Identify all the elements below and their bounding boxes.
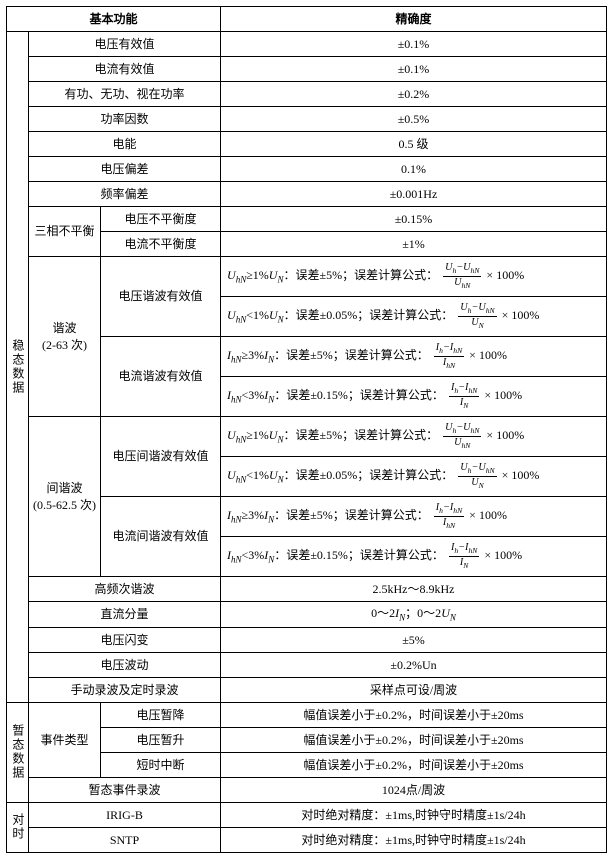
harm-i-high: IhN≥3%IN：误差±5%；误差计算公式： Ih−IhNIhN × 100%	[221, 337, 607, 377]
event-label: 事件类型	[29, 702, 101, 777]
interharm-label: 间谐波 (0.5-62.5 次)	[29, 417, 101, 577]
power-label: 有功、无功、视在功率	[29, 82, 221, 107]
irig-val: 对时绝对精度：±1ms,时钟守时精度±1s/24h	[221, 802, 607, 827]
sag-label: 电压暂降	[101, 702, 221, 727]
i-imbalance-label: 电流不平衡度	[101, 232, 221, 257]
fluct-label: 电压波动	[29, 652, 221, 677]
header-accuracy: 精确度	[221, 7, 607, 32]
intr-label: 短时中断	[101, 752, 221, 777]
vdev-label: 电压偏差	[29, 157, 221, 182]
hfharm-label: 高频次谐波	[29, 577, 221, 602]
sag-val: 幅值误差小于±0.2%，时间误差小于±20ms	[221, 702, 607, 727]
power-val: ±0.2%	[221, 82, 607, 107]
v-imbalance-label: 电压不平衡度	[101, 207, 221, 232]
imbalance-label: 三相不平衡	[29, 207, 101, 257]
interharm-v-high: UhN≥1%UN：误差±5%；误差计算公式： Uh−UhNUhN × 100%	[221, 417, 607, 457]
i-imbalance-val: ±1%	[221, 232, 607, 257]
flicker-val: ±5%	[221, 627, 607, 652]
energy-label: 电能	[29, 132, 221, 157]
harmonic-i-label: 电流谐波有效值	[101, 337, 221, 417]
harm-v-low: UhN<1%UN：误差±0.05%；误差计算公式： Uh−UhNUN × 100…	[221, 297, 607, 337]
interharm-i-high: IhN≥3%IN：误差±5%；误差计算公式： Ih−IhNIhN × 100%	[221, 497, 607, 537]
fluct-val: ±0.2%Un	[221, 652, 607, 677]
manrec-label: 手动录波及定时录波	[29, 677, 221, 702]
curr-rms-label: 电流有效值	[29, 57, 221, 82]
pf-val: ±0.5%	[221, 107, 607, 132]
interharm-v-low: UhN<1%UN：误差±0.05%；误差计算公式： Uh−UhNUN × 100…	[221, 457, 607, 497]
harm-v-high: UhN≥1%UN：误差±5%；误差计算公式： Uh−UhNUhN × 100%	[221, 257, 607, 297]
transrec-label: 暂态事件录波	[29, 777, 221, 802]
energy-val: 0.5 级	[221, 132, 607, 157]
volt-rms-val: ±0.1%	[221, 32, 607, 57]
irig-label: IRIG-B	[29, 802, 221, 827]
curr-rms-val: ±0.1%	[221, 57, 607, 82]
interharm-i-label: 电流间谐波有效值	[101, 497, 221, 577]
fdev-label: 频率偏差	[29, 182, 221, 207]
swell-val: 幅值误差小于±0.2%，时间误差小于±20ms	[221, 727, 607, 752]
fdev-val: ±0.001Hz	[221, 182, 607, 207]
swell-label: 电压暂升	[101, 727, 221, 752]
transrec-val: 1024点/周波	[221, 777, 607, 802]
hfharm-val: 2.5kHz～8.9kHz	[221, 577, 607, 602]
harmonic-v-label: 电压谐波有效值	[101, 257, 221, 337]
interharm-i-low: IhN<3%IN：误差±0.15%；误差计算公式： Ih−IhNIN × 100…	[221, 537, 607, 577]
header-basic: 基本功能	[7, 7, 221, 32]
harm-i-low: IhN<3%IN：误差±0.15%；误差计算公式： Ih−IhNIN × 100…	[221, 377, 607, 417]
dc-label: 直流分量	[29, 602, 221, 628]
dc-val: 0～2IN；0～2UN	[221, 602, 607, 628]
section-transient: 暂态数据	[7, 702, 29, 802]
sntp-label: SNTP	[29, 827, 221, 852]
vdev-val: 0.1%	[221, 157, 607, 182]
section-sync: 对时	[7, 802, 29, 852]
volt-rms-label: 电压有效值	[29, 32, 221, 57]
intr-val: 幅值误差小于±0.2%，时间误差小于±20ms	[221, 752, 607, 777]
spec-table: 基本功能 精确度 稳态数据 电压有效值 ±0.1% 电流有效值 ±0.1% 有功…	[6, 6, 607, 853]
harmonic-label: 谐波 (2-63 次)	[29, 257, 101, 417]
pf-label: 功率因数	[29, 107, 221, 132]
section-steady: 稳态数据	[7, 32, 29, 703]
manrec-val: 采样点可设/周波	[221, 677, 607, 702]
v-imbalance-val: ±0.15%	[221, 207, 607, 232]
flicker-label: 电压闪变	[29, 627, 221, 652]
interharm-v-label: 电压间谐波有效值	[101, 417, 221, 497]
sntp-val: 对时绝对精度：±1ms,时钟守时精度±1s/24h	[221, 827, 607, 852]
